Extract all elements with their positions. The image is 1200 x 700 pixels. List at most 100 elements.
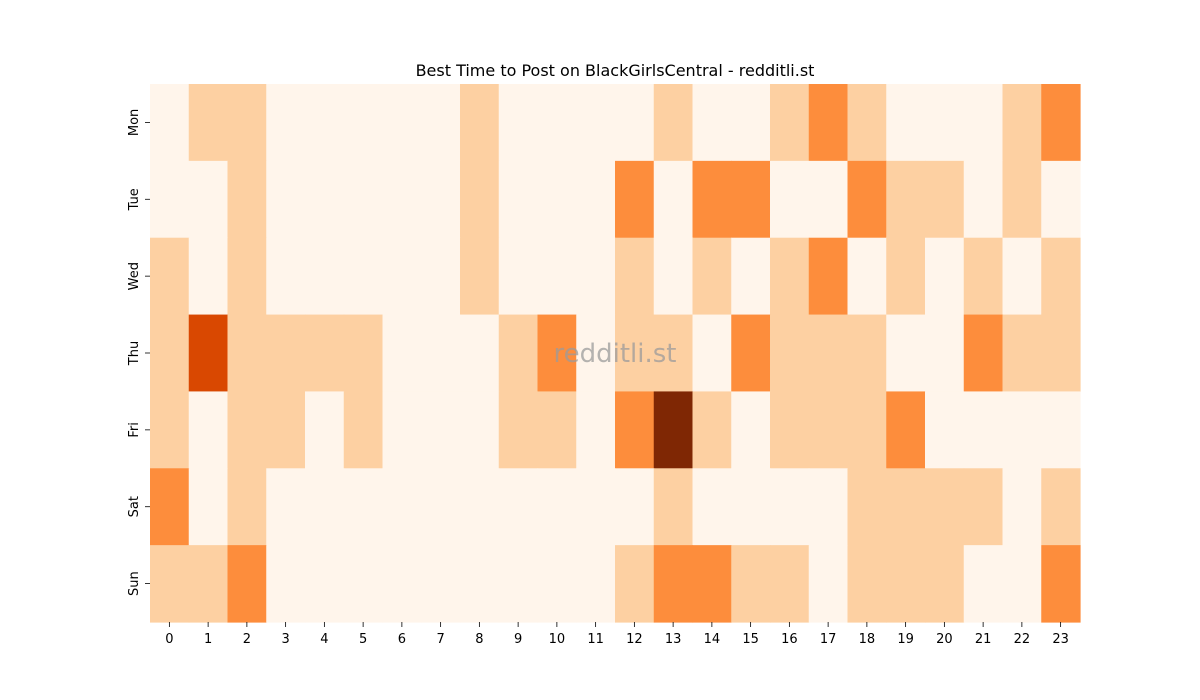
heatmap-cell-fri-7	[421, 391, 461, 469]
x-tick-label-10: 10	[549, 632, 566, 647]
heatmap-cell-sun-21	[963, 545, 1004, 623]
heatmap-cell-fri-0	[150, 391, 190, 469]
x-tick-label-6: 6	[398, 632, 406, 647]
heatmap-cell-tue-20	[925, 160, 965, 239]
heatmap-cell-mon-7	[421, 84, 461, 162]
heatmap-cell-sun-6	[382, 545, 422, 623]
heatmap-cell-sat-11	[576, 468, 616, 546]
heatmap-cell-wed-19	[886, 237, 926, 316]
chart-title: Best Time to Post on BlackGirlsCentral -…	[416, 61, 815, 80]
x-tick-label-5: 5	[359, 632, 367, 647]
heatmap-cell-tue-10	[537, 160, 577, 239]
heatmap-cell-mon-3	[266, 84, 306, 162]
heatmap-cell-thu-23	[1041, 314, 1081, 393]
heatmap-cell-sun-22	[1002, 545, 1042, 623]
heatmap-cell-fri-8	[460, 391, 500, 469]
heatmap-cell-sat-9	[498, 468, 539, 546]
heatmap-cell-tue-14	[692, 160, 732, 239]
heatmap-cell-sat-12	[615, 468, 655, 546]
heatmap-cell-sat-22	[1002, 468, 1042, 546]
heatmap-cell-mon-17	[808, 84, 849, 162]
y-tick-label-fri: Fri	[127, 422, 142, 438]
x-tick-label-9: 9	[514, 632, 522, 647]
y-tick-label-tue: Tue	[127, 188, 142, 211]
heatmap-cell-thu-6	[382, 314, 422, 393]
heatmap-cell-tue-6	[382, 160, 422, 239]
y-tick-label-sat: Sat	[127, 496, 142, 517]
heatmap-cell-tue-15	[731, 160, 771, 239]
heatmap-cell-fri-16	[770, 391, 810, 469]
x-tick-label-11: 11	[587, 632, 604, 647]
heatmap-cell-wed-18	[847, 237, 887, 316]
heatmap-cell-sat-23	[1041, 468, 1081, 546]
heatmap-cell-sun-9	[498, 545, 539, 623]
heatmap-cell-tue-11	[576, 160, 616, 239]
x-tick-label-23: 23	[1052, 632, 1069, 647]
heatmap-cell-sat-4	[305, 468, 345, 546]
heatmap-cell-tue-4	[305, 160, 345, 239]
heatmap-cell-sat-1	[188, 468, 229, 546]
heatmap-cell-sat-0	[150, 468, 190, 546]
heatmap-cell-thu-2	[227, 314, 267, 393]
heatmap-cell-tue-22	[1002, 160, 1042, 239]
heatmap-cell-mon-22	[1002, 84, 1042, 162]
heatmap-cell-sun-13	[653, 545, 694, 623]
heatmap-cell-fri-4	[305, 391, 345, 469]
heatmap-cell-tue-5	[343, 160, 384, 239]
heatmap-cell-fri-17	[808, 391, 849, 469]
heatmap-cell-tue-7	[421, 160, 461, 239]
heatmap-cell-mon-2	[227, 84, 267, 162]
heatmap-cell-fri-9	[498, 391, 539, 469]
heatmap-cell-fri-6	[382, 391, 422, 469]
heatmap-cell-sat-14	[692, 468, 732, 546]
heatmap-cell-thu-1	[188, 314, 229, 393]
heatmap-cell-sat-19	[886, 468, 926, 546]
heatmap-cell-sun-18	[847, 545, 887, 623]
heatmap-cell-tue-3	[266, 160, 306, 239]
heatmap-cell-fri-2	[227, 391, 267, 469]
x-axis: 0 1 2 3 4 5 6 7 8 9 10 11 12 13 14 15 16 17 18 19 20 21 22 23	[165, 622, 1069, 647]
heatmap-cell-thu-16	[770, 314, 810, 393]
heatmap-cell-mon-16	[770, 84, 810, 162]
heatmap-cell-sun-10	[537, 545, 577, 623]
x-tick-label-12: 12	[626, 632, 643, 647]
heatmap-cell-wed-23	[1041, 237, 1081, 316]
heatmap-cell-sat-10	[537, 468, 577, 546]
x-tick-label-0: 0	[165, 632, 173, 647]
watermark-text: redditli.st	[554, 339, 677, 369]
heatmap-cell-sun-4	[305, 545, 345, 623]
heatmap-cell-wed-3	[266, 237, 306, 316]
heatmap-cell-sun-17	[808, 545, 849, 623]
heatmap-cell-mon-23	[1041, 84, 1081, 162]
heatmap-cell-sun-2	[227, 545, 267, 623]
heatmap-cell-tue-12	[615, 160, 655, 239]
x-tick-label-17: 17	[820, 632, 837, 647]
heatmap-cell-wed-16	[770, 237, 810, 316]
x-tick-label-8: 8	[475, 632, 483, 647]
heatmap-cell-sun-3	[266, 545, 306, 623]
heatmap-cell-mon-14	[692, 84, 732, 162]
heatmap-cell-tue-23	[1041, 160, 1081, 239]
heatmap-cell-sat-7	[421, 468, 461, 546]
heatmap-cell-sat-16	[770, 468, 810, 546]
heatmap-cell-sat-15	[731, 468, 771, 546]
x-tick-label-4: 4	[320, 632, 328, 647]
heatmap-cell-wed-21	[963, 237, 1004, 316]
heatmap-cell-thu-18	[847, 314, 887, 393]
heatmap-cell-thu-12	[615, 314, 655, 393]
heatmap-cell-thu-22	[1002, 314, 1042, 393]
heatmap-cell-thu-10	[537, 314, 577, 393]
heatmap-cell-sat-17	[808, 468, 849, 546]
x-tick-label-22: 22	[1014, 632, 1031, 647]
heatmap-cell-wed-4	[305, 237, 345, 316]
heatmap-cell-sat-8	[460, 468, 500, 546]
heatmap-cell-fri-11	[576, 391, 616, 469]
x-tick-label-3: 3	[281, 632, 289, 647]
heatmap-cell-sat-20	[925, 468, 965, 546]
heatmap-cell-mon-0	[150, 84, 190, 162]
heatmap-cell-sun-11	[576, 545, 616, 623]
heatmap-cell-sun-19	[886, 545, 926, 623]
heatmap-cell-wed-1	[188, 237, 229, 316]
heatmap-cell-thu-11	[576, 314, 616, 393]
heatmap-cell-thu-19	[886, 314, 926, 393]
